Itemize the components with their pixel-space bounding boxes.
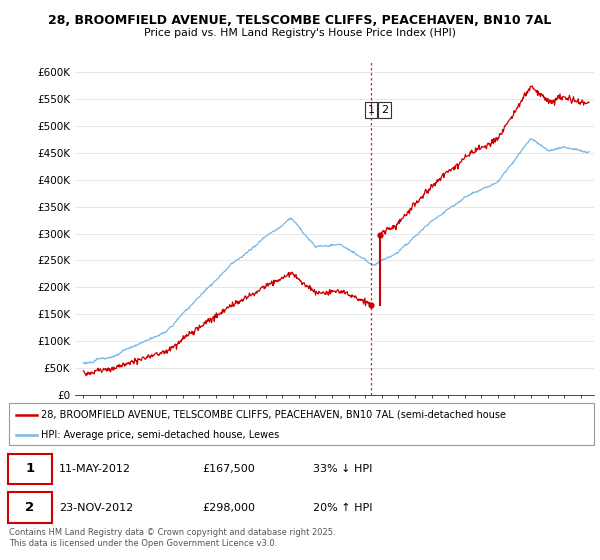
Text: 28, BROOMFIELD AVENUE, TELSCOMBE CLIFFS, PEACEHAVEN, BN10 7AL (semi-detached hou: 28, BROOMFIELD AVENUE, TELSCOMBE CLIFFS,… [41,409,506,419]
Text: 11-MAY-2012: 11-MAY-2012 [59,464,131,474]
Text: 1: 1 [368,105,374,115]
Text: 2: 2 [380,105,388,115]
Text: 2: 2 [25,501,34,514]
Text: 23-NOV-2012: 23-NOV-2012 [59,502,133,512]
Text: £167,500: £167,500 [202,464,255,474]
Text: 33% ↓ HPI: 33% ↓ HPI [313,464,373,474]
FancyBboxPatch shape [8,492,52,523]
Text: Price paid vs. HM Land Registry's House Price Index (HPI): Price paid vs. HM Land Registry's House … [144,28,456,38]
Text: Contains HM Land Registry data © Crown copyright and database right 2025.
This d: Contains HM Land Registry data © Crown c… [9,528,335,548]
Text: £298,000: £298,000 [202,502,255,512]
FancyBboxPatch shape [8,454,52,484]
Text: 1: 1 [25,463,34,475]
Text: 28, BROOMFIELD AVENUE, TELSCOMBE CLIFFS, PEACEHAVEN, BN10 7AL: 28, BROOMFIELD AVENUE, TELSCOMBE CLIFFS,… [49,14,551,27]
Text: HPI: Average price, semi-detached house, Lewes: HPI: Average price, semi-detached house,… [41,430,280,440]
Text: 20% ↑ HPI: 20% ↑ HPI [313,502,373,512]
